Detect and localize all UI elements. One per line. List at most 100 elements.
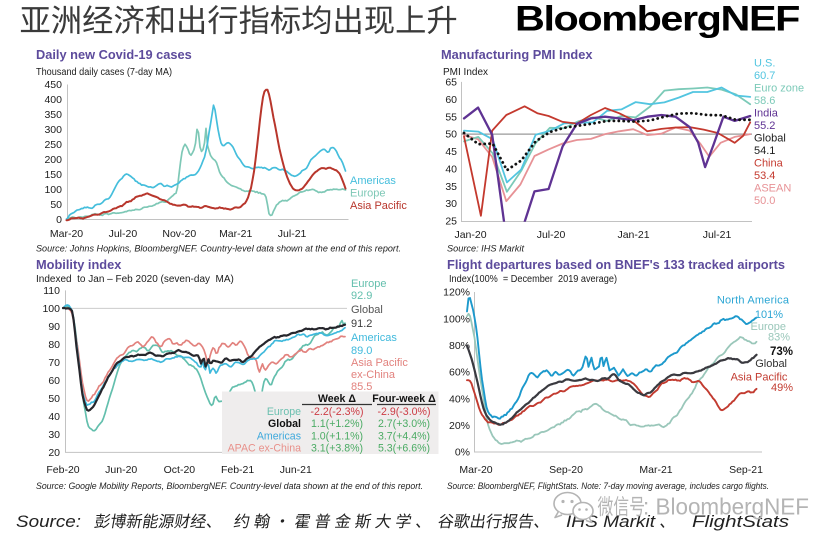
svg-text:Indexed to Jan – Feb 2020 (se: Indexed to Jan – Feb 2020 (seven-day MA) — [36, 274, 234, 285]
svg-text:200: 200 — [44, 154, 62, 166]
svg-text:60.7: 60.7 — [754, 70, 775, 82]
svg-text:U.S.: U.S. — [754, 58, 775, 70]
svg-text:Americas: Americas — [257, 430, 301, 442]
svg-text:North America: North America — [717, 295, 790, 307]
svg-text:Jul-20: Jul-20 — [537, 229, 566, 241]
svg-text:Source:: Source: — [16, 512, 81, 531]
svg-text:ASEAN: ASEAN — [754, 183, 791, 195]
svg-text:73%: 73% — [770, 346, 793, 358]
svg-text:Thousand daily cases (7-day MA: Thousand daily cases (7-day MA) — [36, 67, 172, 78]
svg-text:50: 50 — [50, 199, 62, 211]
svg-text:Daily new Covid-19 cases: Daily new Covid-19 cases — [36, 47, 192, 62]
svg-text:Sep-20: Sep-20 — [549, 464, 583, 476]
svg-text:Source: BloombergNEF, FlightSt: Source: BloombergNEF, FlightStats. Note:… — [447, 481, 769, 491]
svg-text:Global: Global — [268, 418, 301, 430]
svg-text:Jul-21: Jul-21 — [703, 229, 732, 241]
svg-text:Manufacturing PMI Index: Manufacturing PMI Index — [441, 47, 593, 62]
svg-text:92.9: 92.9 — [351, 290, 372, 302]
svg-text:FlightStats: FlightStats — [692, 512, 790, 531]
svg-text:300: 300 — [44, 124, 62, 136]
svg-text:0: 0 — [56, 214, 62, 226]
svg-text:Jun-20: Jun-20 — [105, 464, 137, 476]
svg-text:2.7(+3.0%): 2.7(+3.0%) — [378, 418, 430, 430]
svg-text:-2.9(-3.0%): -2.9(-3.0%) — [378, 406, 431, 418]
svg-text:350: 350 — [44, 109, 62, 121]
svg-text:3.1(+3.8%): 3.1(+3.8%) — [311, 443, 363, 455]
svg-text:Feb-20: Feb-20 — [46, 464, 79, 476]
svg-text:ex-China: ex-China — [351, 369, 396, 381]
svg-text:Global: Global — [755, 358, 787, 370]
svg-text:40: 40 — [48, 411, 60, 423]
svg-text:APAC ex-China: APAC ex-China — [228, 443, 302, 455]
svg-text:20: 20 — [48, 447, 60, 459]
svg-text:100: 100 — [42, 303, 60, 315]
svg-text:90: 90 — [48, 321, 60, 333]
svg-text:Europe: Europe — [751, 321, 786, 333]
svg-text:India: India — [754, 108, 779, 120]
svg-text:40: 40 — [445, 163, 457, 175]
svg-text:53.4: 53.4 — [754, 170, 775, 182]
svg-text:0%: 0% — [455, 447, 470, 459]
svg-text:58.6: 58.6 — [754, 95, 775, 107]
svg-text:50.0: 50.0 — [754, 195, 775, 207]
svg-text:40%: 40% — [449, 393, 470, 405]
svg-text:Asia Pacific: Asia Pacific — [351, 357, 408, 369]
svg-text:60: 60 — [445, 94, 457, 106]
svg-text:45: 45 — [445, 146, 457, 158]
svg-text:400: 400 — [44, 94, 62, 106]
svg-text:80: 80 — [48, 339, 60, 351]
svg-text:55.2: 55.2 — [754, 120, 775, 132]
svg-text:-2.2(-2.3%): -2.2(-2.3%) — [311, 406, 364, 418]
svg-text:50: 50 — [48, 393, 60, 405]
svg-text:Source: IHS Markit: Source: IHS Markit — [447, 244, 525, 254]
svg-text:Europe: Europe — [350, 188, 385, 200]
svg-text:Mar-20: Mar-20 — [50, 228, 83, 240]
svg-text:30: 30 — [445, 198, 457, 210]
svg-text:150: 150 — [44, 169, 62, 181]
svg-text:Oct-20: Oct-20 — [164, 464, 196, 476]
svg-text:110: 110 — [43, 285, 60, 297]
svg-text:49%: 49% — [771, 382, 793, 394]
svg-text:35: 35 — [445, 181, 457, 193]
svg-text:1.1(+1.2%): 1.1(+1.2%) — [311, 418, 363, 430]
svg-text:83%: 83% — [768, 332, 790, 344]
svg-text:85.5: 85.5 — [351, 381, 372, 393]
svg-text:60: 60 — [48, 375, 60, 387]
svg-text:Jan-20: Jan-20 — [454, 229, 486, 241]
svg-text:Week Δ: Week Δ — [318, 393, 356, 405]
svg-text:Europe: Europe — [351, 278, 386, 290]
svg-text:Euro zone: Euro zone — [754, 83, 804, 95]
svg-text:30: 30 — [48, 429, 60, 441]
svg-text:Sep-21: Sep-21 — [729, 464, 763, 476]
svg-text:89.0: 89.0 — [351, 345, 372, 357]
svg-text:Index(100% = December 2019 a: Index(100% = December 2019 average) — [449, 274, 617, 285]
svg-text:Jun-21: Jun-21 — [280, 464, 312, 476]
svg-text:Source: Johns Hopkins, Bloombe: Source: Johns Hopkins, BloombergNEF. Cou… — [36, 244, 401, 254]
svg-text:Asia Pacific: Asia Pacific — [731, 372, 788, 384]
svg-text:3.7(+4.4%): 3.7(+4.4%) — [378, 430, 430, 442]
svg-text:Global: Global — [351, 304, 383, 316]
svg-text:50: 50 — [445, 129, 457, 141]
svg-text:60%: 60% — [449, 367, 470, 379]
svg-text:Mar-21: Mar-21 — [639, 464, 672, 476]
svg-text:BloombergNEF: BloombergNEF — [515, 0, 800, 39]
svg-text:Source: Google Mobility Report: Source: Google Mobility Reports, Bloombe… — [36, 481, 423, 491]
svg-text:Flight departures based on BNE: Flight departures based on BNEF's 133 tr… — [447, 257, 785, 272]
svg-text:101%: 101% — [755, 309, 783, 321]
svg-text:Jul-20: Jul-20 — [109, 228, 138, 240]
svg-text:5.3(+6.6%): 5.3(+6.6%) — [378, 443, 430, 455]
svg-text:Americas: Americas — [351, 332, 397, 344]
svg-text:91.2: 91.2 — [351, 318, 372, 330]
svg-text:Four-week Δ: Four-week Δ — [372, 393, 436, 405]
svg-text:Mar-20: Mar-20 — [459, 464, 492, 476]
svg-text:120%: 120% — [443, 287, 470, 299]
svg-text:100: 100 — [44, 184, 62, 196]
svg-text:Mobility index: Mobility index — [36, 257, 122, 272]
svg-text:54.1: 54.1 — [754, 145, 775, 157]
svg-text:250: 250 — [44, 139, 62, 151]
svg-text:100%: 100% — [443, 313, 470, 325]
svg-text:PMI Index: PMI Index — [443, 67, 488, 78]
svg-text:Europe: Europe — [267, 406, 301, 418]
svg-text:Asia Pacific: Asia Pacific — [350, 200, 407, 212]
svg-text:55: 55 — [445, 111, 457, 123]
